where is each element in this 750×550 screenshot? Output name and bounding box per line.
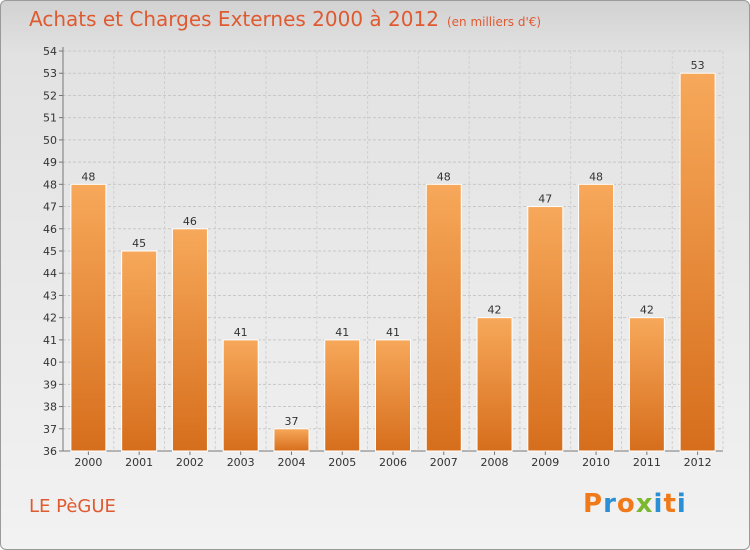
bar <box>476 317 513 452</box>
y-tick-label: 43 <box>43 289 57 302</box>
logo-letter: x <box>635 489 654 519</box>
proxiti-logo: Proxiti <box>583 489 687 519</box>
logo-letter: i <box>653 489 664 519</box>
y-tick-label: 47 <box>43 201 57 214</box>
bar <box>171 228 208 452</box>
x-tick-label: 2003 <box>227 456 255 469</box>
y-tick-label: 44 <box>43 267 57 280</box>
x-tick-label: 2012 <box>684 456 712 469</box>
y-tick-label: 46 <box>43 223 57 236</box>
bar <box>527 206 564 452</box>
bar <box>425 183 462 452</box>
bar-value-label: 46 <box>183 215 197 228</box>
y-tick-label: 36 <box>43 445 57 458</box>
y-tick-label: 53 <box>43 67 57 80</box>
bar <box>324 339 361 452</box>
x-tick-label: 2004 <box>277 456 305 469</box>
logo-letter: r <box>603 489 617 519</box>
bar <box>375 339 411 452</box>
y-tick-label: 41 <box>43 334 57 347</box>
y-tick-label: 39 <box>43 378 57 391</box>
bar-value-label: 42 <box>488 304 502 317</box>
bar-value-label: 53 <box>691 59 705 72</box>
bar <box>121 250 158 452</box>
bar-value-label: 41 <box>234 326 248 339</box>
bar <box>273 428 310 452</box>
logo-letter: i <box>676 489 687 519</box>
logo-letter: P <box>583 489 604 519</box>
x-tick-label: 2010 <box>582 456 610 469</box>
bar-value-label: 48 <box>589 170 603 183</box>
bar <box>578 183 615 452</box>
commune-name: LE PèGUE <box>29 496 116 517</box>
unit-label: (en milliers d'€) <box>446 15 542 29</box>
x-tick-label: 2007 <box>430 456 458 469</box>
bar-value-label: 41 <box>335 326 349 339</box>
y-tick-label: 38 <box>43 401 57 414</box>
y-tick-label: 48 <box>43 178 57 191</box>
y-tick-label: 42 <box>43 312 57 325</box>
x-tick-label: 2009 <box>531 456 559 469</box>
y-tick-label: 37 <box>43 423 57 436</box>
logo-letter: o <box>616 489 636 519</box>
bar-value-label: 48 <box>437 170 451 183</box>
x-tick-label: 2006 <box>379 456 407 469</box>
y-tick-label: 49 <box>43 156 57 169</box>
bar-value-label: 48 <box>81 170 95 183</box>
logo-letter: t <box>663 489 677 519</box>
bar-value-label: 47 <box>538 193 552 206</box>
bar-value-label: 41 <box>386 326 400 339</box>
bar-value-label: 42 <box>640 304 654 317</box>
x-tick-label: 2001 <box>125 456 153 469</box>
title-text: Achats et Charges Externes 2000 à 2012 <box>29 7 439 31</box>
x-tick-label: 2011 <box>633 456 661 469</box>
bar <box>222 339 259 452</box>
y-tick-label: 50 <box>43 134 57 147</box>
bar <box>679 72 716 452</box>
y-tick-label: 45 <box>43 245 57 258</box>
chart-title: Achats et Charges Externes 2000 à 2012 (e… <box>29 7 541 31</box>
bar-value-label: 37 <box>284 415 298 428</box>
x-tick-label: 2008 <box>481 456 509 469</box>
bar <box>70 183 107 452</box>
y-tick-label: 54 <box>43 45 57 58</box>
y-tick-label: 52 <box>43 89 57 102</box>
y-tick-label: 51 <box>43 112 57 125</box>
bar-value-label: 45 <box>132 237 146 250</box>
x-tick-label: 2000 <box>74 456 102 469</box>
x-tick-label: 2005 <box>328 456 356 469</box>
y-tick-label: 40 <box>43 356 57 369</box>
bar <box>628 317 665 452</box>
x-tick-label: 2002 <box>176 456 204 469</box>
